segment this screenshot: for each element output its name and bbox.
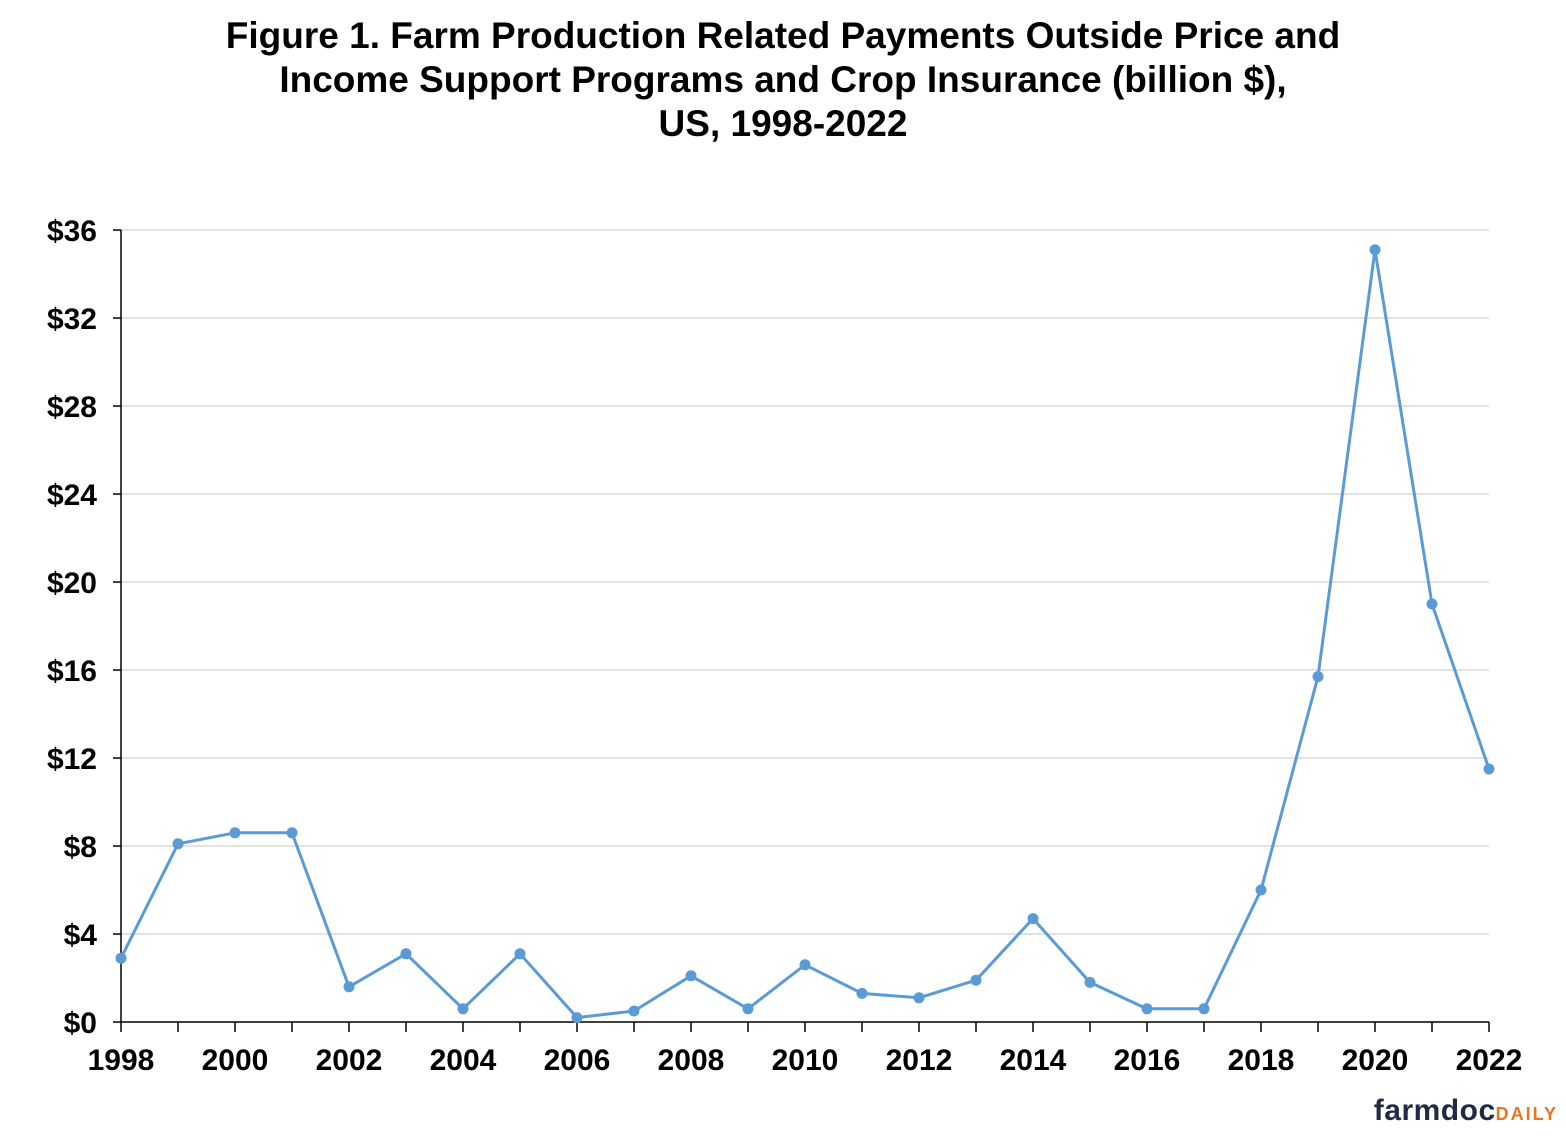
data-point-2019 <box>1312 671 1324 683</box>
y-tick-label: $8 <box>64 831 97 864</box>
data-point-2015 <box>1084 976 1096 988</box>
y-tick-label: $32 <box>47 303 97 336</box>
data-point-2000 <box>229 827 241 839</box>
data-point-2001 <box>286 827 298 839</box>
data-point-2004 <box>457 1003 469 1015</box>
x-tick-label: 2006 <box>544 1044 611 1077</box>
data-point-2013 <box>970 974 982 986</box>
y-tick-label: $28 <box>47 391 97 424</box>
y-tick-label: $0 <box>64 1007 97 1040</box>
data-point-2003 <box>400 948 412 960</box>
data-point-2005 <box>514 948 526 960</box>
y-tick-label: $12 <box>47 743 97 776</box>
x-tick-label: 2002 <box>316 1044 383 1077</box>
data-point-2017 <box>1198 1003 1210 1015</box>
x-tick-label: 2014 <box>1000 1044 1067 1077</box>
x-tick-label: 1998 <box>88 1044 155 1077</box>
x-tick-label: 2008 <box>658 1044 725 1077</box>
data-point-2010 <box>799 959 811 971</box>
chart-title-line-3: US, 1998-2022 <box>658 103 908 144</box>
y-tick-label: $16 <box>47 655 97 688</box>
data-point-2014 <box>1027 913 1039 925</box>
y-tick-label: $20 <box>47 567 97 600</box>
data-point-2002 <box>343 981 355 993</box>
chart-title: Figure 1. Farm Production Related Paymen… <box>0 14 1566 146</box>
data-point-2016 <box>1141 1003 1153 1015</box>
data-point-1999 <box>172 838 184 850</box>
x-tick-label: 2010 <box>772 1044 839 1077</box>
chart-title-line-1: Figure 1. Farm Production Related Paymen… <box>225 15 1341 56</box>
x-tick-label: 2012 <box>886 1044 953 1077</box>
data-point-1998 <box>115 952 127 964</box>
data-point-2012 <box>913 992 925 1004</box>
data-point-2009 <box>742 1003 754 1015</box>
data-point-2021 <box>1426 598 1438 610</box>
data-point-2022 <box>1483 763 1495 775</box>
y-tick-label: $4 <box>64 919 98 952</box>
series-line <box>119 248 1491 1020</box>
x-tick-label: 2018 <box>1228 1044 1295 1077</box>
data-point-2006 <box>571 1012 583 1024</box>
x-tick-label: 2016 <box>1114 1044 1181 1077</box>
brand-main: farmdoc <box>1373 1094 1496 1127</box>
data-point-2018 <box>1255 884 1267 896</box>
data-point-2020 <box>1369 244 1381 256</box>
brand-sub: DAILY <box>1495 1104 1558 1124</box>
x-tick-label: 2004 <box>430 1044 497 1077</box>
farmdoc-daily-logo: farmdocDAILY <box>1374 1094 1558 1128</box>
data-point-2007 <box>628 1005 640 1017</box>
data-point-2011 <box>856 987 868 999</box>
x-tick-label: 2020 <box>1342 1044 1409 1077</box>
chart-title-line-2: Income Support Programs and Crop Insuran… <box>279 59 1287 100</box>
y-tick-label: $24 <box>47 479 97 512</box>
x-tick-label: 2022 <box>1456 1044 1523 1077</box>
data-point-2008 <box>685 970 697 982</box>
x-tick-label: 2000 <box>202 1044 269 1077</box>
y-tick-label: $36 <box>47 215 97 248</box>
